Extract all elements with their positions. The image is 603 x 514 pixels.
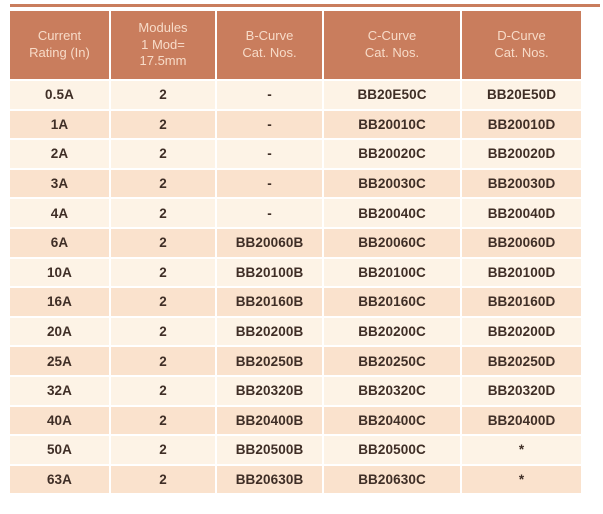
cell-modules: 2 <box>111 465 215 494</box>
cell-current-rating: 32A <box>10 376 109 405</box>
catalog-table: Current Rating (In) Modules 1 Mod= 17.5m… <box>10 11 583 494</box>
cell-modules: 2 <box>111 228 215 257</box>
cell-d-curve: BB20E50D <box>462 81 581 109</box>
cell-d-curve: BB20160D <box>462 288 581 316</box>
cell-current-rating: 0.5A <box>10 81 109 109</box>
cell-current-rating: 4A <box>10 199 109 227</box>
table-row: 10A 2 BB20100B BB20100C BB20100D <box>10 258 583 287</box>
cell-current-rating: 50A <box>10 436 109 464</box>
cell-b-curve: - <box>217 169 322 198</box>
cell-b-curve: BB20160B <box>217 288 322 316</box>
cell-current-rating: 10A <box>10 258 109 287</box>
cell-current-rating: 1A <box>10 110 109 139</box>
cell-modules: 2 <box>111 436 215 464</box>
cell-b-curve: - <box>217 81 322 109</box>
cell-c-curve: BB20250C <box>324 347 460 375</box>
header-c-curve: C-Curve Cat. Nos. <box>324 11 460 79</box>
cell-current-rating: 16A <box>10 288 109 316</box>
cell-d-curve: BB20040D <box>462 199 581 227</box>
cell-c-curve: BB20160C <box>324 288 460 316</box>
cell-modules: 2 <box>111 406 215 435</box>
cell-b-curve: - <box>217 110 322 139</box>
cell-c-curve: BB20100C <box>324 258 460 287</box>
cell-b-curve: BB20250B <box>217 347 322 375</box>
cell-d-curve: BB20250D <box>462 347 581 375</box>
cell-modules: 2 <box>111 288 215 316</box>
cell-b-curve: BB20060B <box>217 228 322 257</box>
cell-b-curve: - <box>217 199 322 227</box>
cell-b-curve: BB20400B <box>217 406 322 435</box>
cell-c-curve: BB20630C <box>324 465 460 494</box>
cell-d-curve: BB20200D <box>462 317 581 346</box>
cell-modules: 2 <box>111 376 215 405</box>
cell-c-curve: BB20500C <box>324 436 460 464</box>
cell-d-curve: BB20020D <box>462 140 581 168</box>
cell-d-curve: BB20400D <box>462 406 581 435</box>
cell-b-curve: BB20500B <box>217 436 322 464</box>
cell-c-curve: BB20030C <box>324 169 460 198</box>
cell-b-curve: - <box>217 140 322 168</box>
table-row: 50A 2 BB20500B BB20500C * <box>10 436 583 464</box>
table-row: 63A 2 BB20630B BB20630C * <box>10 465 583 494</box>
cell-modules: 2 <box>111 110 215 139</box>
table-header-row: Current Rating (In) Modules 1 Mod= 17.5m… <box>10 11 583 79</box>
cell-c-curve: BB20040C <box>324 199 460 227</box>
cell-current-rating: 2A <box>10 140 109 168</box>
cell-current-rating: 6A <box>10 228 109 257</box>
table-row: 32A 2 BB20320B BB20320C BB20320D <box>10 376 583 405</box>
cell-modules: 2 <box>111 199 215 227</box>
cell-modules: 2 <box>111 258 215 287</box>
table-row: 0.5A 2 - BB20E50C BB20E50D <box>10 81 583 109</box>
cell-c-curve: BB20020C <box>324 140 460 168</box>
table-row: 3A 2 - BB20030C BB20030D <box>10 169 583 198</box>
cell-modules: 2 <box>111 317 215 346</box>
cell-d-curve: BB20030D <box>462 169 581 198</box>
cell-c-curve: BB20060C <box>324 228 460 257</box>
cell-d-curve: * <box>462 465 581 494</box>
cell-d-curve: * <box>462 436 581 464</box>
cell-b-curve: BB20200B <box>217 317 322 346</box>
cell-b-curve: BB20320B <box>217 376 322 405</box>
cell-c-curve: BB20200C <box>324 317 460 346</box>
cell-c-curve: BB20320C <box>324 376 460 405</box>
cell-modules: 2 <box>111 169 215 198</box>
cell-c-curve: BB20400C <box>324 406 460 435</box>
cell-modules: 2 <box>111 140 215 168</box>
table-body: 0.5A 2 - BB20E50C BB20E50D 1A 2 - BB2001… <box>10 81 583 494</box>
cell-current-rating: 20A <box>10 317 109 346</box>
cell-modules: 2 <box>111 347 215 375</box>
table-row: 40A 2 BB20400B BB20400C BB20400D <box>10 406 583 435</box>
header-d-curve: D-Curve Cat. Nos. <box>462 11 581 79</box>
cell-d-curve: BB20320D <box>462 376 581 405</box>
cell-current-rating: 63A <box>10 465 109 494</box>
table-row: 4A 2 - BB20040C BB20040D <box>10 199 583 227</box>
cell-c-curve: BB20E50C <box>324 81 460 109</box>
table-row: 2A 2 - BB20020C BB20020D <box>10 140 583 168</box>
table-row: 25A 2 BB20250B BB20250C BB20250D <box>10 347 583 375</box>
header-current-rating: Current Rating (In) <box>10 11 109 79</box>
table-row: 6A 2 BB20060B BB20060C BB20060D <box>10 228 583 257</box>
cell-b-curve: BB20100B <box>217 258 322 287</box>
cell-b-curve: BB20630B <box>217 465 322 494</box>
cell-modules: 2 <box>111 81 215 109</box>
cell-current-rating: 25A <box>10 347 109 375</box>
table-row: 20A 2 BB20200B BB20200C BB20200D <box>10 317 583 346</box>
cell-current-rating: 3A <box>10 169 109 198</box>
header-b-curve: B-Curve Cat. Nos. <box>217 11 322 79</box>
cell-c-curve: BB20010C <box>324 110 460 139</box>
cell-d-curve: BB20100D <box>462 258 581 287</box>
header-modules: Modules 1 Mod= 17.5mm <box>111 11 215 79</box>
cell-d-curve: BB20010D <box>462 110 581 139</box>
table-row: 1A 2 - BB20010C BB20010D <box>10 110 583 139</box>
cell-current-rating: 40A <box>10 406 109 435</box>
top-divider <box>10 4 600 7</box>
table-row: 16A 2 BB20160B BB20160C BB20160D <box>10 288 583 316</box>
cell-d-curve: BB20060D <box>462 228 581 257</box>
